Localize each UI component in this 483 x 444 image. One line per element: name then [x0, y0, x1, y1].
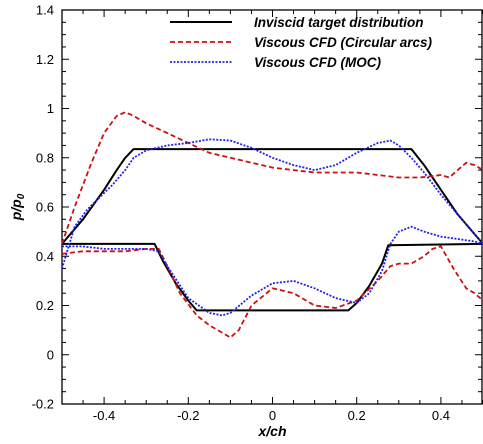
x-tick-label: -0.4 [93, 408, 115, 423]
legend-label-1: Viscous CFD (Circular arcs) [254, 35, 433, 50]
y-tick-label: 0.4 [36, 249, 54, 264]
y-tick-label: 0.2 [36, 298, 54, 313]
x-tick-label: -0.2 [177, 408, 199, 423]
y-axis-label: p/p0 [8, 193, 27, 221]
x-axis-ticks: -0.4 -0.2 0 0.2 0.4 [62, 10, 483, 423]
series-1-line-upper [62, 112, 483, 244]
y-tick-label: 1.2 [36, 52, 54, 67]
series-0-line-upper [62, 149, 483, 244]
y-tick-label: 0 [47, 347, 54, 362]
series-layer [62, 112, 483, 337]
y-axis-label-main: p/p [8, 199, 24, 221]
x-tick-label: 0.2 [348, 408, 366, 423]
y-axis-label-subscript: 0 [16, 193, 27, 199]
legend: Inviscid target distribution Viscous CFD … [170, 15, 433, 70]
y-tick-label: 1.4 [36, 3, 54, 18]
series-0-line-lower [62, 244, 483, 311]
y-tick-label: 0.6 [36, 200, 54, 215]
x-axis-label: x/ch [257, 423, 286, 439]
legend-label-0: Inviscid target distribution [254, 15, 424, 30]
y-tick-label: -0.2 [32, 397, 54, 412]
series-1-line-lower [62, 246, 483, 337]
x-tick-label: 0 [269, 408, 276, 423]
y-tick-label: 0.8 [36, 150, 54, 165]
x-tick-label: 0.4 [432, 408, 450, 423]
legend-label-2: Viscous CFD (MOC) [254, 55, 382, 70]
y-tick-label: 1 [47, 101, 54, 116]
series-2-line-lower [62, 227, 483, 316]
